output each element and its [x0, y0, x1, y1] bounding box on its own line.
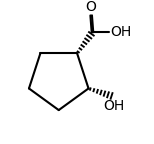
- Text: OH: OH: [110, 25, 131, 39]
- Text: O: O: [86, 0, 97, 14]
- Text: OH: OH: [103, 99, 125, 113]
